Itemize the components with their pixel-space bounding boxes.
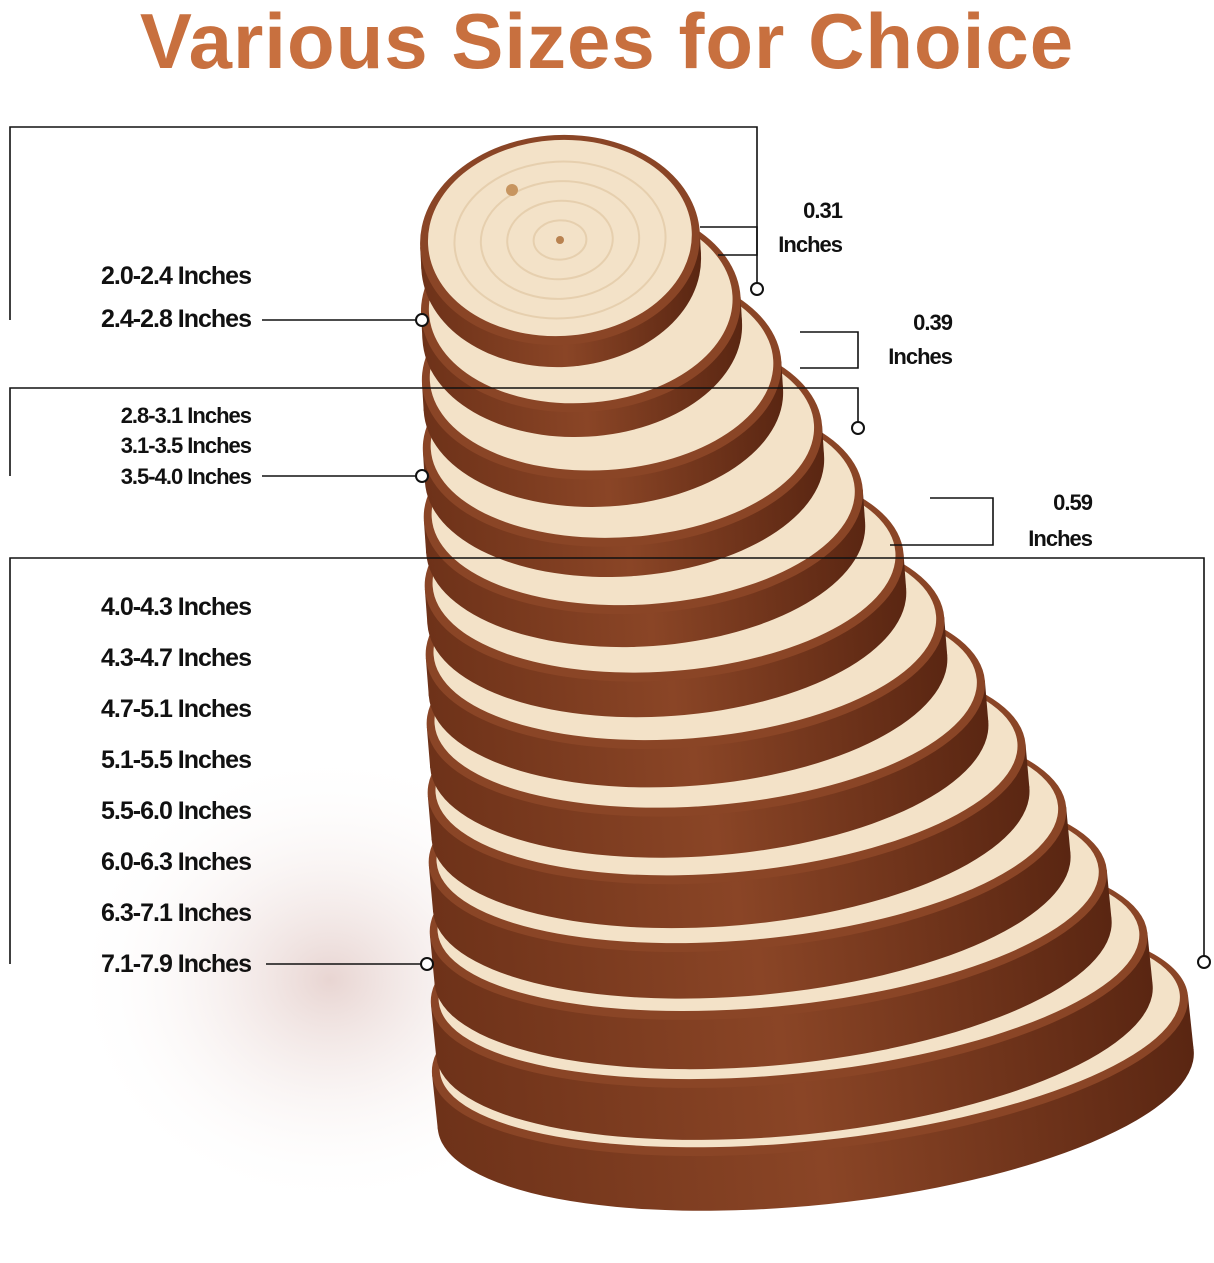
size-label: 7.1-7.9 Inches	[101, 950, 252, 978]
leader-dot	[415, 313, 429, 327]
leader-dot	[851, 421, 865, 435]
growth-ring	[506, 199, 614, 281]
growth-ring	[453, 160, 667, 320]
growth-ring	[532, 219, 588, 261]
growth-ring	[479, 180, 641, 300]
page-title: Various Sizes for Choice	[139, 0, 1075, 85]
size-label: 5.1-5.5 Inches	[101, 746, 252, 774]
bracket-line	[9, 557, 1205, 964]
thickness-value: 0.31	[803, 198, 843, 223]
thickness-unit: Inches	[1028, 526, 1093, 551]
thickness-bracket	[700, 226, 758, 256]
size-label: 5.5-6.0 Inches	[101, 797, 252, 825]
thickness-unit: Inches	[778, 232, 843, 257]
size-label: 2.8-3.1 Inches	[120, 403, 252, 428]
size-label: 2.4-2.8 Inches	[101, 305, 252, 333]
bracket-line	[9, 387, 859, 476]
leader-dot	[420, 957, 434, 971]
size-label: 3.5-4.0 Inches	[120, 464, 252, 489]
hanging-hole	[506, 184, 518, 196]
size-label: 4.3-4.7 Inches	[101, 644, 252, 672]
size-label: 3.1-3.5 Inches	[120, 433, 252, 458]
size-label: 2.0-2.4 Inches	[101, 262, 252, 290]
size-label: 4.0-4.3 Inches	[101, 593, 252, 621]
thickness-unit: Inches	[888, 344, 953, 369]
wood-center	[556, 236, 564, 244]
size-label: 4.7-5.1 Inches	[101, 695, 252, 723]
leader-dot	[415, 469, 429, 483]
leader-dot	[1197, 955, 1211, 969]
thickness-bracket	[890, 497, 994, 546]
thickness-value: 0.39	[913, 310, 953, 335]
size-label: 6.0-6.3 Inches	[101, 848, 252, 876]
leader-dot	[750, 282, 764, 296]
thickness-bracket	[800, 331, 859, 369]
size-label: 6.3-7.1 Inches	[101, 899, 252, 927]
bracket-line	[9, 126, 758, 320]
thickness-value: 0.59	[1053, 490, 1093, 515]
